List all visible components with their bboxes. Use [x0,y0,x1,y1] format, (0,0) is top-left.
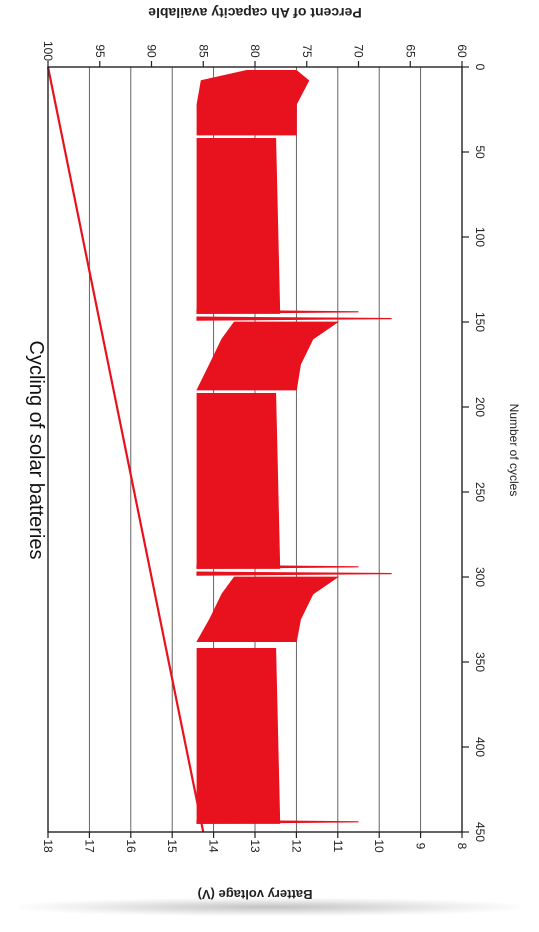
y-left-tick-label-10: 10 [372,839,386,853]
y-left-tick-label-12: 12 [289,839,303,853]
y-left-tick-label-17: 17 [82,839,96,853]
y-right-tick-label-75: 75 [300,44,314,58]
voltage-spike-3 [196,564,359,569]
voltage-band-segment-5 [196,393,281,569]
y-left-tick-label-15: 15 [165,839,179,853]
y-left-tick-label-16: 16 [124,839,138,853]
voltage-spike-5 [196,819,359,824]
capacity-line [46,66,205,833]
axis-labels: 0 50 100 150 200 250 300 350 400 450 8 9 10 11 12 13 14 1… [25,5,521,902]
x-axis-label: Number of cycles [507,404,521,497]
axes [47,61,469,838]
x-tick-label-300: 300 [473,567,487,587]
x-tick-label-450: 450 [473,822,487,842]
y-right-tick-label-65: 65 [403,44,417,58]
chart-title: Cycling of solar batteries [25,341,47,560]
y-left-tick-label-8: 8 [455,843,469,850]
voltage-band-segment-3 [196,138,281,314]
voltage-spike-2 [196,316,392,321]
y-right-tick-label-70: 70 [352,44,366,58]
x-tick-label-0: 0 [473,64,487,71]
y-left-tick-label-11: 11 [331,840,345,853]
y-right-tick-label-60: 60 [455,44,469,58]
x-tick-label-200: 200 [473,397,487,417]
x-tick-label-250: 250 [473,482,487,502]
y-right-tick-label-90: 90 [145,44,159,58]
y-right-tick-label-80: 80 [248,44,262,58]
voltage-band-segment-6 [196,576,340,642]
y-right-tick-label-95: 95 [93,44,107,58]
voltage-spike-4 [196,571,392,576]
x-tick-label-350: 350 [473,652,487,672]
plot-area [46,66,422,833]
y-left-axis-label: Battery voltage (V) [198,887,313,902]
x-tick-label-400: 400 [473,737,487,757]
y-right-tick-label-85: 85 [196,44,210,58]
drop-shadow [20,898,520,916]
voltage-band-segment-2 [196,104,297,136]
voltage-band-segment-7 [196,648,281,824]
y-left-tick-label-14: 14 [207,839,221,853]
y-left-tick-label-9: 9 [414,843,428,850]
y-left-tick-label-13: 13 [248,839,262,853]
x-tick-label-100: 100 [473,227,487,247]
y-right-tick-label-100: 100 [41,41,55,61]
x-tick-label-150: 150 [473,312,487,332]
y-right-axis-label: Percent of Ah capacity available [148,5,362,21]
y-left-tick-label-18: 18 [41,839,55,853]
x-tick-label-50: 50 [473,145,487,159]
voltage-band-segment-4 [196,321,340,391]
voltage-spike-1 [196,309,359,314]
